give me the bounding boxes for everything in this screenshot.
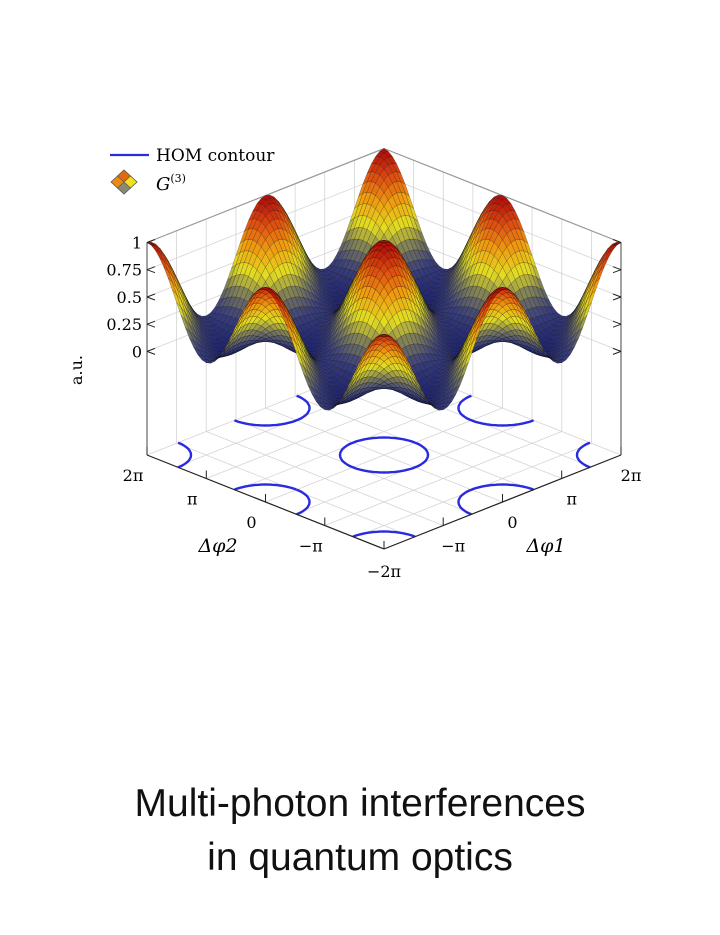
x-tick-label: 0 [507,513,517,532]
legend-label-hom: HOM contour [156,146,275,166]
x-tick-label: 2π [621,466,642,485]
x-tick-label: −π [441,537,465,556]
z-tick-label: 0.25 [106,315,142,334]
z-tick-mark [612,266,622,271]
y-tick-label: −π [299,537,323,556]
z-tick-mark [146,347,156,352]
z-tick-mark [146,350,156,355]
hom-contour-curve [575,441,591,469]
hom-contour-curve [457,483,535,516]
hom-contour-curve [233,394,311,427]
z-tick-mark [146,293,156,298]
hom-contour-curve [338,436,430,474]
x-tick-label: −2π [367,562,401,581]
y-tick-label: 0 [246,513,256,532]
z-tick-mark [146,266,156,271]
z-tick-mark [146,239,156,243]
x-axis-label: Δφ1 [525,535,565,557]
y-axis-label: Δφ2 [197,535,237,557]
z-tick-label: 0.75 [106,261,142,280]
legend: HOM contour G(3) [110,146,275,195]
hom-contour-curve [352,530,416,538]
z-tick-mark [146,296,156,301]
z-tick-mark [612,269,622,274]
z-tick-label: 1 [132,234,142,253]
z-tick-mark [612,320,622,325]
z-tick-mark [146,323,156,328]
hom-contour-curve [457,394,535,427]
floor-grid-line [206,384,444,479]
z-tick-label: 0.5 [117,288,142,307]
floor-grid [146,360,622,550]
legend-label-g3: G(3) [156,172,186,195]
z-tick-mark [612,350,622,355]
g3-surface [146,148,622,411]
z-tick-mark [612,296,622,301]
z-axis-label: a.u. [67,355,86,385]
z-tick-mark [612,293,622,298]
z-tick-mark [612,242,622,246]
floor-grid-line [324,384,562,479]
hom-contour-curve [177,441,193,469]
y-tick-label: 2π [123,466,144,485]
caption-line-2: in quantum optics [207,836,513,879]
z-tick-mark [612,347,622,352]
z-tick-mark [146,320,156,325]
hom-contour-curve [296,488,311,516]
hom-contour-curve [233,483,298,491]
z-tick-mark [612,239,622,243]
z-tick-mark [146,242,156,246]
caption-line-1: Multi-photon interferences [134,782,586,825]
z-tick-mark [612,323,622,328]
z-tick-label: 0 [132,342,142,361]
floor-grid-line [265,407,503,503]
x-tick-label: π [566,490,577,509]
y-tick-label: π [187,490,198,509]
surface-patch [379,334,389,337]
legend-surface-swatch-icon [110,169,138,195]
axes: 0 0.25 0.5 0.75 1 −2π −π 0 π 2π −π 0 π 2π [106,234,641,582]
z-tick-mark [146,269,156,274]
